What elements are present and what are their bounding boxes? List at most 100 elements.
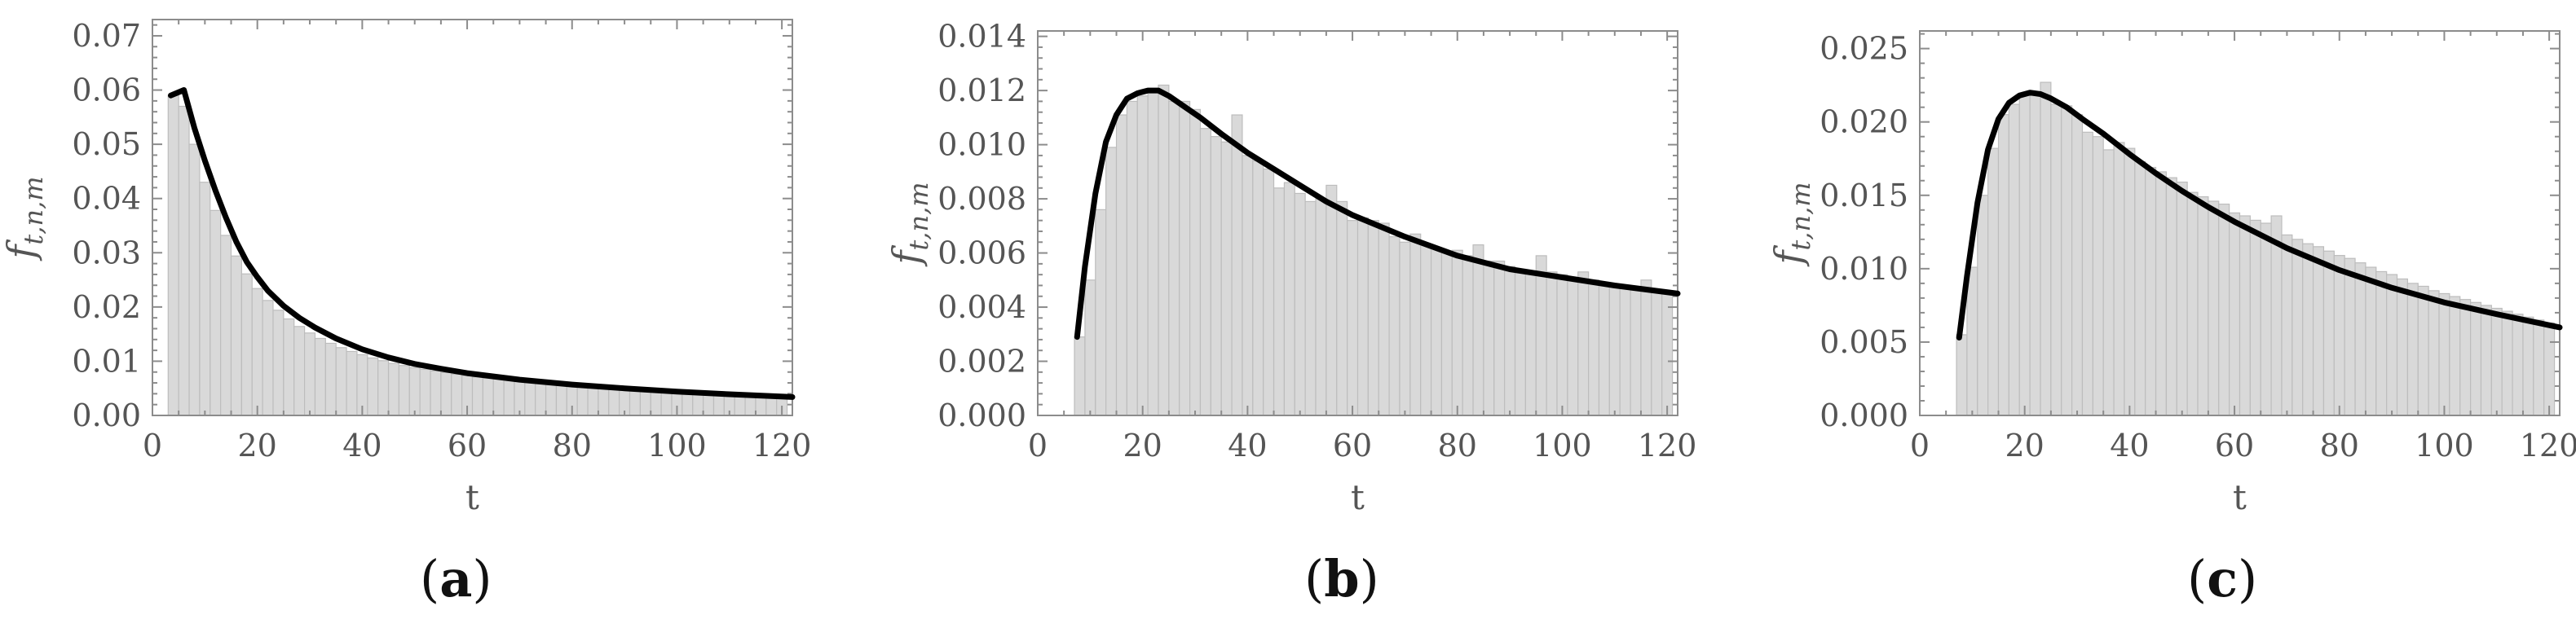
x-tick-label: 20 <box>238 428 277 463</box>
histogram-bar <box>408 367 421 416</box>
histogram-bar <box>1189 108 1202 416</box>
histogram-bar <box>1095 209 1107 416</box>
x-tick-label: 80 <box>2320 428 2359 463</box>
y-tick-label: 0.002 <box>937 344 1026 380</box>
histogram-bar <box>2176 181 2188 416</box>
histogram-bar <box>451 373 463 416</box>
histogram-bar <box>1136 95 1149 416</box>
histogram-bar <box>2417 285 2429 416</box>
histogram-bar <box>2354 262 2366 416</box>
y-tick-label: 0.010 <box>1820 251 1908 287</box>
histogram-bar <box>2543 322 2556 416</box>
histogram-bar <box>2102 149 2115 416</box>
histogram-bar <box>2302 243 2314 416</box>
histogram-bar <box>1336 200 1348 416</box>
histogram-bar <box>1409 233 1422 416</box>
histogram-bar <box>303 332 316 416</box>
y-tick-label: 0.000 <box>937 398 1026 433</box>
plot-frame <box>1919 30 2561 416</box>
histogram-bar <box>262 300 274 416</box>
histogram-bar <box>188 143 201 416</box>
histogram-bar <box>367 357 379 416</box>
y-tick-label: 0.00 <box>72 398 141 433</box>
y-tick-label: 0.014 <box>937 19 1026 55</box>
histogram-bar <box>1493 260 1506 416</box>
y-tick-label: 0.005 <box>1820 324 1908 360</box>
histogram-bar <box>2165 177 2177 416</box>
histogram-bar <box>2113 142 2125 416</box>
x-tick-label: 40 <box>1228 428 1267 463</box>
x-tick-label: 60 <box>2215 428 2254 463</box>
histogram-bar <box>1315 198 1327 416</box>
histogram-bar <box>1199 128 1211 416</box>
x-tick-label: 60 <box>1333 428 1372 463</box>
x-tick-label: 0 <box>1028 428 1048 463</box>
chart-panel-c: 0 20 40 60 80 100 120 0.000 0.005 0.010 0.015 0.020… <box>1767 30 2576 517</box>
histogram-bar <box>535 382 547 416</box>
histogram-bar <box>220 235 232 416</box>
histogram-bar <box>440 371 452 416</box>
y-tick-label: 0.004 <box>937 289 1026 325</box>
x-tick-label: 100 <box>647 428 707 463</box>
histogram-bar <box>2490 307 2503 416</box>
histogram-bar <box>1294 192 1306 416</box>
histogram-bar <box>482 377 494 416</box>
histogram-bar <box>2322 250 2335 416</box>
histogram-bar <box>2459 299 2472 416</box>
histogram-bar <box>639 389 651 416</box>
histogram-bar <box>1430 247 1443 416</box>
histogram-bar <box>545 383 558 416</box>
histogram-bar <box>1420 244 1432 416</box>
x-tick-label: 60 <box>448 428 487 463</box>
histogram-bar <box>430 370 442 416</box>
x-tick-label: 80 <box>553 428 592 463</box>
histogram-bar <box>629 388 642 416</box>
histogram-bar <box>1263 168 1275 416</box>
histogram-bar <box>2291 239 2304 416</box>
histogram-bar <box>2281 234 2293 416</box>
y-axis-label: ft,n,m <box>1767 182 1816 266</box>
y-tick-label: 0.06 <box>72 72 141 108</box>
x-axis-label: t <box>465 477 479 517</box>
x-tick-label: 40 <box>342 428 382 463</box>
histogram-bar <box>2040 81 2052 416</box>
x-tick-label: 20 <box>2005 428 2044 463</box>
histogram-bar <box>1556 274 1568 416</box>
fitted-curve <box>1956 90 2563 340</box>
histogram-bar <box>1535 255 1547 416</box>
histogram-bar <box>1388 236 1400 416</box>
histogram-bar <box>1956 334 1968 416</box>
y-tick-label: 0.006 <box>937 235 1026 271</box>
histogram-bar <box>1367 220 1379 416</box>
histogram-bar <box>377 360 390 416</box>
histogram-bar <box>2344 257 2356 416</box>
histogram-bar <box>2018 94 2031 416</box>
histogram-bar <box>1483 260 1495 416</box>
histogram-bar <box>2124 147 2136 416</box>
x-tick-label: 100 <box>1533 428 1592 463</box>
histogram-bar <box>272 310 285 416</box>
histogram-bar <box>1283 182 1295 416</box>
histogram-bar <box>1220 141 1233 416</box>
y-tick-label: 0.008 <box>937 181 1026 217</box>
histogram-bar <box>1567 276 1579 416</box>
histogram-bar <box>1619 284 1631 416</box>
histogram-bar <box>2312 246 2325 416</box>
histogram-bar <box>2449 296 2461 416</box>
y-tick-label: 0.03 <box>72 235 141 270</box>
x-axis-label: t <box>2233 477 2247 517</box>
histogram-bar <box>587 386 599 416</box>
histogram-bar <box>1661 292 1674 416</box>
histogram-bar <box>1210 136 1222 416</box>
histogram-bar <box>2470 301 2482 416</box>
histogram-bar <box>2375 270 2388 416</box>
y-tick-label: 0.07 <box>72 18 141 54</box>
histogram-bar <box>1158 84 1170 416</box>
histogram-bar <box>1524 271 1537 416</box>
histogram-bar <box>1472 244 1484 416</box>
x-tick-label: 120 <box>1638 428 1697 463</box>
histogram-bar <box>1598 282 1610 416</box>
histogram-bar <box>1273 187 1286 416</box>
histogram-bar <box>2197 195 2209 416</box>
histogram-bar <box>1514 268 1527 416</box>
